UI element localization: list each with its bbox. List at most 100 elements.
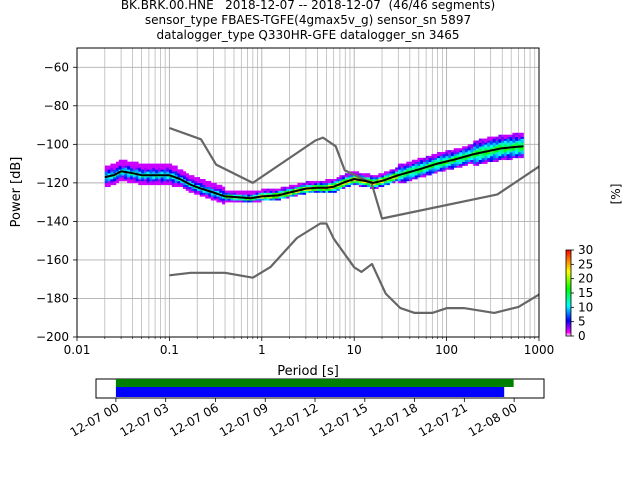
heatmap-cell: [291, 194, 295, 197]
heatmap-cell: [358, 184, 362, 188]
heatmap-cell: [230, 192, 234, 195]
heatmap-cell: [344, 184, 348, 188]
heatmap-cell: [364, 173, 368, 176]
heatmap-cell: [462, 161, 466, 164]
heatmap-cell: [143, 167, 147, 170]
chart-title-line-3: datalogger_type Q330HR-GFE datalogger_sn…: [156, 28, 460, 42]
heatmap-cell: [113, 182, 117, 186]
heatmap-cell: [110, 180, 114, 184]
heatmap-cell: [258, 194, 262, 197]
heatmap-cell: [439, 163, 443, 166]
heatmap-cell: [205, 180, 209, 184]
heatmap-cell: [202, 186, 206, 189]
heatmap-cell: [141, 175, 145, 178]
heatmap-cell: [484, 161, 488, 164]
heatmap-cell: [244, 198, 248, 201]
heatmap-cell: [517, 152, 522, 155]
heatmap-cell: [517, 142, 522, 145]
heatmap-cell: [386, 173, 390, 176]
heatmap-cell: [400, 165, 404, 168]
heatmap-cell: [219, 192, 223, 195]
heatmap-cell: [219, 200, 223, 203]
heatmap-cell: [163, 179, 167, 182]
heatmap-cell: [361, 180, 365, 184]
heatmap-cell: [481, 140, 485, 143]
heatmap-cell: [434, 155, 438, 159]
heatmap-cell: [498, 134, 502, 137]
heatmap-cell: [121, 167, 125, 170]
heatmap-cell: [135, 171, 139, 174]
heatmap-cell: [436, 165, 441, 168]
heatmap-cell: [353, 171, 357, 174]
heatmap-cell: [233, 198, 237, 201]
heatmap-cell: [118, 163, 122, 166]
heatmap-cell: [517, 132, 522, 135]
heatmap-cell: [255, 200, 259, 203]
heatmap-cell: [280, 188, 284, 191]
heatmap-cell: [160, 177, 164, 180]
heatmap-cell: [289, 184, 293, 188]
heatmap-cell: [464, 159, 468, 162]
heatmap-cell: [208, 188, 212, 191]
heatmap-cell: [453, 153, 457, 157]
heatmap-cell: [322, 180, 326, 184]
heatmap-cell: [177, 173, 181, 176]
heatmap-cell: [263, 190, 268, 193]
heatmap-cell: [350, 180, 354, 184]
heatmap-cell: [305, 180, 309, 184]
heatmap-cell: [509, 144, 513, 147]
heatmap-cell: [431, 169, 435, 172]
heatmap-cell: [503, 142, 508, 145]
heatmap-cell: [196, 177, 201, 180]
heatmap-cell: [512, 155, 516, 159]
heatmap-cell: [498, 152, 502, 155]
heatmap-cell: [392, 173, 396, 176]
heatmap-cell: [208, 180, 212, 184]
heatmap-cell: [107, 169, 111, 172]
heatmap-cell: [143, 165, 147, 168]
heatmap-cell: [149, 171, 153, 174]
y-tick-label: −60: [44, 60, 69, 74]
heatmap-cell: [196, 179, 201, 182]
heatmap-cell: [406, 169, 410, 172]
heatmap-cell: [383, 182, 388, 186]
heatmap-cell: [414, 165, 418, 168]
heatmap-cell: [157, 165, 161, 168]
heatmap-cell: [305, 182, 309, 186]
heatmap-cell: [501, 136, 505, 139]
heatmap-cell: [216, 198, 220, 201]
heatmap-cell: [339, 180, 343, 184]
heatmap-cell: [403, 179, 407, 182]
heatmap-cell: [182, 184, 187, 188]
heatmap-cell: [286, 186, 290, 189]
heatmap-cell: [127, 169, 131, 172]
heatmap-cell: [210, 194, 214, 197]
heatmap-cell: [406, 163, 410, 166]
heatmap-cell: [308, 188, 312, 191]
heatmap-cell: [280, 194, 284, 197]
heatmap-cell: [113, 165, 117, 168]
heatmap-cell: [216, 190, 220, 193]
colorbar-tick-label: 5: [578, 315, 586, 329]
heatmap-cell: [464, 150, 468, 153]
heatmap-cell: [152, 165, 156, 168]
heatmap-cell: [459, 159, 463, 162]
heatmap-cell: [160, 180, 164, 184]
heatmap-cell: [132, 161, 136, 164]
heatmap-cell: [149, 167, 153, 170]
heatmap-cell: [400, 179, 404, 182]
heatmap-cell: [141, 177, 145, 180]
heatmap-cell: [381, 182, 385, 186]
heatmap-cell: [481, 142, 485, 145]
heatmap-cell: [185, 188, 189, 191]
heatmap-cell: [132, 165, 136, 168]
heatmap-cell: [194, 182, 198, 186]
heatmap-cell: [291, 192, 295, 195]
heatmap-cell: [305, 184, 309, 188]
heatmap-cell: [342, 182, 346, 186]
heatmap-cell: [316, 180, 321, 184]
heatmap-cell: [495, 150, 499, 153]
heatmap-cell: [266, 188, 270, 191]
heatmap-cell: [118, 173, 122, 176]
